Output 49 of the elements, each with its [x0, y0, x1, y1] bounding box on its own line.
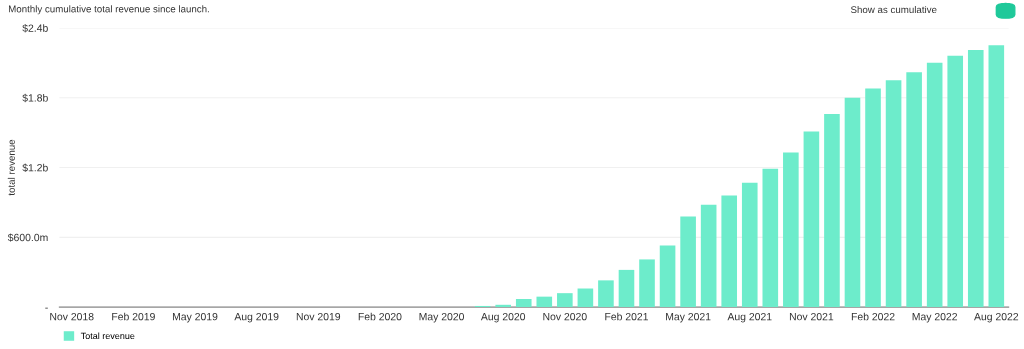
bar — [988, 45, 1005, 308]
bar — [557, 293, 573, 308]
bar — [947, 55, 964, 308]
x-tick-label: Aug 2019 — [234, 312, 279, 323]
bar — [906, 72, 922, 308]
x-tick-label: Nov 2019 — [296, 312, 341, 321]
bar — [577, 288, 594, 308]
x-tick-label: Nov 2020 — [543, 312, 587, 321]
bar — [783, 152, 799, 308]
bar — [659, 245, 676, 308]
bar — [618, 269, 635, 308]
bar — [885, 80, 902, 308]
bar — [967, 50, 984, 308]
bar — [824, 114, 840, 308]
legend-label: Total revenue — [80, 332, 135, 340]
x-tick-label: May 2022 — [912, 312, 958, 323]
x-tick-label: May 2021 — [666, 312, 711, 323]
x-tick-label: Aug 2022 — [974, 312, 1019, 323]
y-tick-label: $2.4b — [22, 23, 48, 33]
y-tick-label: $1.8b — [22, 93, 48, 103]
x-tick-label: Aug 2020 — [480, 312, 526, 323]
x-tick-label: Feb 2021 — [605, 312, 648, 321]
chart-title: Monthly cumulative total revenue since launch. — [8, 5, 209, 15]
y-tick-label: $1.2b — [22, 163, 48, 173]
bar — [700, 204, 717, 308]
bar — [926, 62, 943, 308]
bar — [515, 298, 532, 308]
bar — [536, 296, 553, 308]
x-tick-label: Feb 2022 — [851, 312, 895, 321]
bar — [844, 97, 861, 308]
x-tick-label: Nov 2021 — [789, 312, 834, 321]
bar — [721, 195, 738, 308]
bar — [598, 280, 614, 308]
bar — [865, 88, 881, 308]
y-tick-label: $600.0m — [7, 233, 48, 242]
y-axis-title: total revenue — [7, 139, 15, 196]
x-tick-label: Nov 2018 — [50, 312, 94, 321]
x-tick-label: Feb 2020 — [358, 312, 402, 321]
y-tick-label: - — [45, 307, 48, 309]
bar — [803, 131, 820, 308]
x-tick-label: Feb 2019 — [112, 312, 155, 321]
bar — [639, 259, 655, 308]
x-tick-label: May 2020 — [419, 312, 465, 323]
text: Show as cumulative — [850, 5, 937, 14]
x-tick-label: May 2019 — [172, 312, 218, 323]
x-tick-label: Aug 2021 — [727, 312, 772, 323]
bar — [680, 216, 696, 308]
bar — [762, 168, 779, 308]
bar — [741, 182, 758, 308]
